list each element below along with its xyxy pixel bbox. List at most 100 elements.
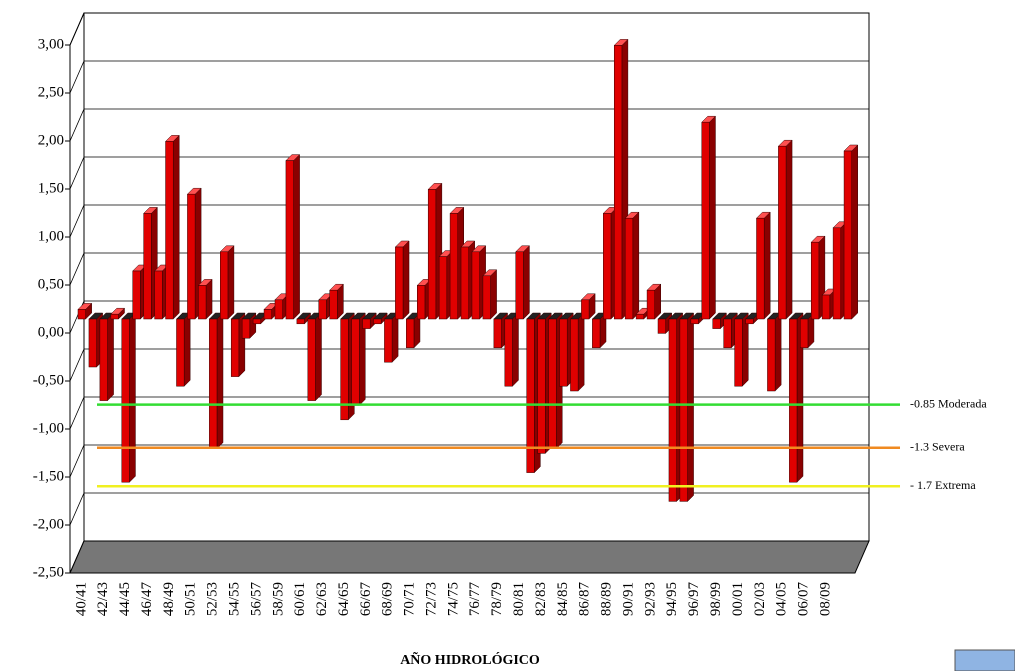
bar	[646, 289, 655, 320]
bar-side	[315, 312, 322, 402]
bar-group	[285, 153, 301, 320]
x-tick-label: 02/03	[752, 582, 768, 616]
bar-group	[241, 312, 257, 339]
bar-side	[577, 312, 585, 392]
bar-side	[129, 312, 136, 483]
bar	[603, 213, 612, 320]
bar	[318, 299, 327, 320]
bar-group	[701, 115, 717, 320]
reference-label: - 1.7 Extrema	[910, 478, 976, 492]
bar-group	[329, 283, 344, 320]
grid-line	[69, 156, 869, 190]
bar	[635, 313, 645, 320]
x-tick-label: 66/67	[358, 582, 374, 617]
bar-side	[687, 312, 694, 503]
x-tick-label: 58/59	[270, 582, 286, 616]
bar-side	[293, 153, 300, 320]
y-tick-label: 2,50	[38, 84, 64, 100]
x-tick-label: 44/45	[117, 582, 133, 616]
y-tick-label: 3,00	[38, 36, 64, 52]
bar	[121, 318, 130, 483]
bar	[143, 213, 152, 320]
x-tick-label: 90/91	[620, 582, 636, 616]
bar-side	[512, 312, 519, 387]
x-tick-label: 74/75	[445, 582, 461, 616]
bar-group	[504, 312, 520, 387]
bar	[263, 309, 272, 320]
bar	[132, 270, 141, 320]
bar	[88, 318, 97, 368]
bar-group	[734, 312, 749, 387]
x-tick-label: 42/43	[95, 582, 111, 616]
bar	[220, 251, 229, 320]
bar	[427, 189, 437, 320]
bar	[329, 289, 338, 320]
bar-side	[763, 211, 771, 320]
bar	[657, 318, 666, 334]
bar-side	[851, 144, 858, 320]
y-tick-label: 0,50	[38, 276, 64, 292]
y-tick-label: -2,50	[33, 564, 64, 580]
x-tick-label: 50/51	[183, 582, 199, 616]
bar	[241, 318, 251, 339]
bar-group	[164, 134, 180, 320]
bar	[471, 251, 480, 320]
bar	[548, 318, 557, 449]
x-tick-label: 52/53	[205, 582, 221, 616]
bar	[449, 213, 458, 320]
bar	[296, 318, 305, 325]
bar-group	[307, 312, 323, 402]
bar	[154, 270, 163, 320]
bar	[209, 318, 218, 449]
bar-side	[402, 240, 410, 320]
grid-line	[69, 204, 869, 238]
bar-group	[515, 245, 531, 320]
bar	[745, 318, 754, 325]
bar	[307, 318, 316, 401]
bar	[592, 318, 601, 349]
bar	[252, 318, 262, 325]
x-tick-label: 92/93	[642, 582, 658, 616]
y-tick-label: 0,00	[38, 324, 64, 340]
bar-group	[110, 307, 126, 320]
grid-line	[69, 60, 869, 94]
bar-group	[755, 211, 771, 320]
bar-group	[766, 312, 782, 392]
bar-side	[709, 115, 716, 320]
bar	[165, 141, 174, 320]
bar-side	[205, 278, 213, 320]
bar	[176, 318, 185, 387]
bar-group	[219, 245, 235, 320]
bar	[99, 318, 108, 401]
bar	[701, 121, 710, 320]
bar-side	[391, 312, 399, 363]
y-tick-label: -1,50	[33, 468, 64, 484]
floor	[69, 540, 870, 574]
bar	[230, 318, 240, 377]
bar-side	[523, 245, 530, 320]
bar	[734, 318, 743, 387]
x-tick-label: 94/95	[664, 582, 680, 616]
bar	[581, 299, 590, 320]
bar-side	[183, 312, 191, 387]
bar	[778, 145, 787, 320]
bar-side	[490, 269, 497, 320]
bar	[274, 299, 283, 320]
x-tick-label: 56/57	[248, 582, 264, 617]
bar	[482, 275, 491, 320]
bar-group	[350, 312, 366, 407]
bar-group	[624, 211, 640, 320]
y-tick-label: 1,50	[38, 180, 64, 196]
y-tick-label: -0,50	[33, 372, 64, 388]
bar	[187, 193, 196, 320]
x-tick-label: 84/85	[555, 582, 571, 616]
bar	[537, 318, 546, 454]
bar	[624, 217, 634, 320]
x-tick-label: 54/55	[226, 582, 242, 616]
bar	[198, 285, 207, 320]
reference-label: -0.85 Moderada	[910, 396, 987, 410]
bar	[570, 318, 579, 392]
y-tick-label: 2,00	[38, 132, 64, 148]
bar-group	[405, 312, 421, 349]
